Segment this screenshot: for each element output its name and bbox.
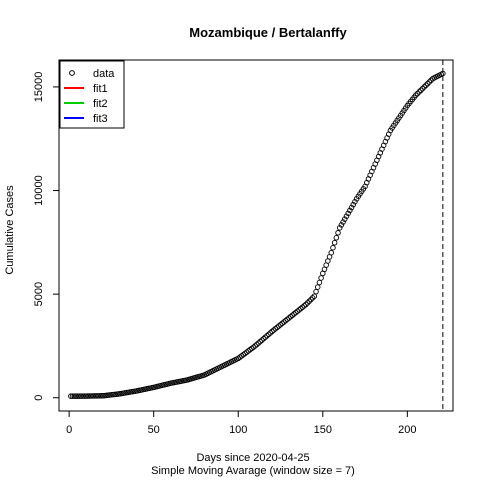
data-point <box>252 343 258 349</box>
data-point <box>418 87 424 94</box>
data-point <box>340 219 346 225</box>
legend-label: fit1 <box>93 83 108 95</box>
data-point <box>264 333 270 339</box>
legend-label: fit3 <box>93 113 108 125</box>
data-point <box>68 393 74 399</box>
data-point <box>88 393 94 399</box>
data-point <box>348 204 355 211</box>
data-point <box>308 296 314 303</box>
x-axis-label: Days since 2020-04-25 <box>196 452 309 464</box>
data-point <box>306 298 313 304</box>
plot-area <box>68 60 446 411</box>
data-point <box>421 84 428 90</box>
data-point <box>343 213 350 219</box>
data-point <box>311 293 318 299</box>
data-point <box>76 393 83 399</box>
x-tick-label: 50 <box>148 424 160 436</box>
x-axis-sublabel: Simple Moving Avarage (window size = 7) <box>151 465 355 477</box>
data-point <box>331 240 338 246</box>
data-point <box>342 216 348 222</box>
data-point <box>257 338 263 345</box>
axes: 0 50 100 150 200 0 5000 10000 15000 <box>33 72 417 436</box>
data-point <box>260 335 267 342</box>
legend-label: data <box>93 68 115 80</box>
data-point <box>318 275 324 281</box>
data-point <box>74 393 81 399</box>
data-point <box>90 393 96 399</box>
data-point <box>254 341 260 348</box>
data-point <box>96 393 103 399</box>
data-point <box>414 90 421 97</box>
x-tick-label: 200 <box>398 424 416 436</box>
data-point <box>419 85 426 92</box>
data-point <box>345 210 351 217</box>
legend-marker <box>69 70 75 76</box>
y-tick-label: 0 <box>33 395 45 401</box>
data-point <box>347 207 353 214</box>
legend: data fit1 fit2 fit3 <box>59 60 125 129</box>
legend-label: fit2 <box>93 98 108 110</box>
data-point <box>93 393 99 399</box>
data-point <box>330 244 336 251</box>
data-point <box>71 393 77 399</box>
data-point <box>262 334 269 340</box>
data-point <box>79 393 86 399</box>
data-point <box>350 201 356 208</box>
data-point <box>255 340 262 346</box>
data-point <box>83 393 89 399</box>
data-point <box>84 393 91 399</box>
data-point <box>338 222 345 228</box>
data-point <box>69 393 76 399</box>
data-point <box>91 393 98 399</box>
data-point <box>335 230 341 236</box>
x-tick-label: 0 <box>66 424 72 436</box>
data-point <box>98 393 105 399</box>
y-tick-label: 15000 <box>33 72 45 103</box>
data-point <box>309 295 316 301</box>
y-tick-label: 10000 <box>33 175 45 206</box>
data-point <box>265 331 272 338</box>
data-point <box>73 393 79 399</box>
y-tick-label: 5000 <box>33 282 45 306</box>
data-point <box>314 284 321 290</box>
legend-box <box>59 60 125 129</box>
data-point <box>78 393 84 399</box>
data-point <box>352 198 358 205</box>
data-point <box>416 89 422 95</box>
data-point <box>316 279 323 286</box>
data-point <box>413 92 419 98</box>
data-point <box>423 82 429 89</box>
y-axis-label: Cumulative Cases <box>4 185 16 275</box>
data-point <box>267 330 274 336</box>
data-point <box>328 249 334 256</box>
data-point <box>333 235 340 241</box>
data-point <box>86 393 93 399</box>
data-point <box>313 288 319 295</box>
chart-title: Mozambique / Bertalanffy <box>189 25 347 40</box>
data-point <box>426 79 433 85</box>
x-tick-label: 100 <box>229 424 247 436</box>
data-point <box>303 301 309 308</box>
data-point <box>304 300 311 306</box>
data-point <box>259 337 265 343</box>
x-tick-label: 150 <box>314 424 332 436</box>
data-point <box>424 80 431 87</box>
data-point <box>95 393 101 399</box>
data-point <box>336 225 343 231</box>
data-point <box>81 393 88 399</box>
